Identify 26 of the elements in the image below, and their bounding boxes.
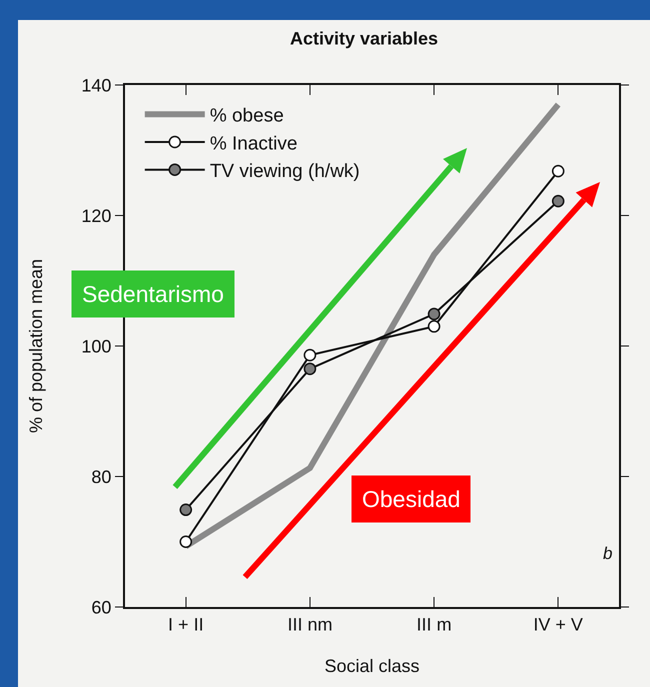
- x-tick-label: III nm: [287, 614, 332, 635]
- point: [552, 164, 564, 178]
- legend-label: % Inactive: [210, 133, 298, 154]
- legend-label: % obese: [210, 106, 284, 127]
- y-tick-label: 60: [91, 597, 112, 618]
- annotation: b: [603, 544, 612, 563]
- y-tick-label: 80: [91, 466, 112, 487]
- point: [428, 320, 440, 333]
- point: [180, 536, 192, 548]
- y-tick-label: 100: [81, 336, 112, 356]
- annotation: Sedentarismo: [82, 281, 224, 307]
- annotation: Obesidad: [362, 486, 460, 512]
- point: [180, 504, 192, 516]
- point: [428, 308, 440, 320]
- y-axis-title: % of population mean: [26, 258, 46, 434]
- x-tick-label: III m: [416, 614, 452, 635]
- chart-title: Activity variables: [290, 28, 438, 49]
- y-tick-label: 120: [81, 206, 112, 226]
- x-tick-label: IV + V: [533, 614, 583, 635]
- x-tick-label: I + II: [168, 614, 204, 635]
- legend-label: TV viewing (h/wk): [210, 161, 360, 182]
- point: [304, 348, 316, 362]
- point: [304, 362, 316, 376]
- point: [552, 194, 564, 208]
- y-tick-label: 140: [81, 75, 112, 96]
- x-axis-title: Social class: [324, 656, 420, 676]
